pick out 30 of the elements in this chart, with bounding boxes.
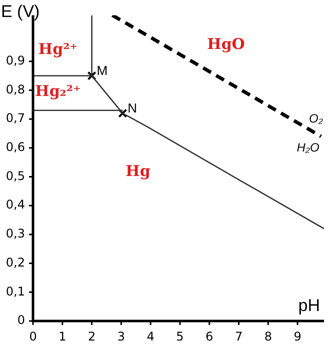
y-tick-label: 0,9 (6, 53, 25, 68)
annotation: Hg²⁺ (38, 40, 78, 58)
x-tick-label: 9 (294, 329, 302, 344)
annotation: O₂ (309, 111, 324, 126)
y-tick-label: 0,3 (6, 226, 25, 241)
annotation: H₂O (296, 140, 320, 154)
x-tick-label: 4 (146, 329, 154, 344)
y-axis-title: E (V) (1, 2, 40, 22)
x-tick-label: 3 (117, 329, 125, 344)
x-axis-title: pH (298, 296, 320, 316)
data-label: N (128, 100, 138, 116)
y-tick-label: 0 (17, 313, 25, 328)
x-tick-label: 5 (176, 329, 184, 344)
y-tick-label: 0,7 (6, 111, 25, 126)
x-tick-label: 2 (88, 329, 96, 344)
x-tick-label: 0 (29, 329, 37, 344)
y-tick-label: 0,6 (6, 140, 25, 154)
x-tick-label: 1 (58, 329, 66, 344)
x-tick-label: 6 (206, 329, 214, 344)
x-tick-label: 7 (234, 329, 243, 344)
x-tick-label: 8 (264, 329, 272, 344)
y-tick-label: 0,1 (6, 284, 25, 298)
y-tick-label: 0,4 (6, 198, 25, 212)
annotation: HgO (207, 34, 245, 53)
annotation: Hg₂²⁺ (35, 82, 81, 100)
data-label: M (96, 62, 108, 78)
y-tick-label: 0,2 (6, 255, 25, 270)
y-tick-label: 0,5 (6, 168, 25, 183)
annotation: Hg (126, 162, 151, 180)
y-tick-label: 0,8 (6, 82, 25, 96)
